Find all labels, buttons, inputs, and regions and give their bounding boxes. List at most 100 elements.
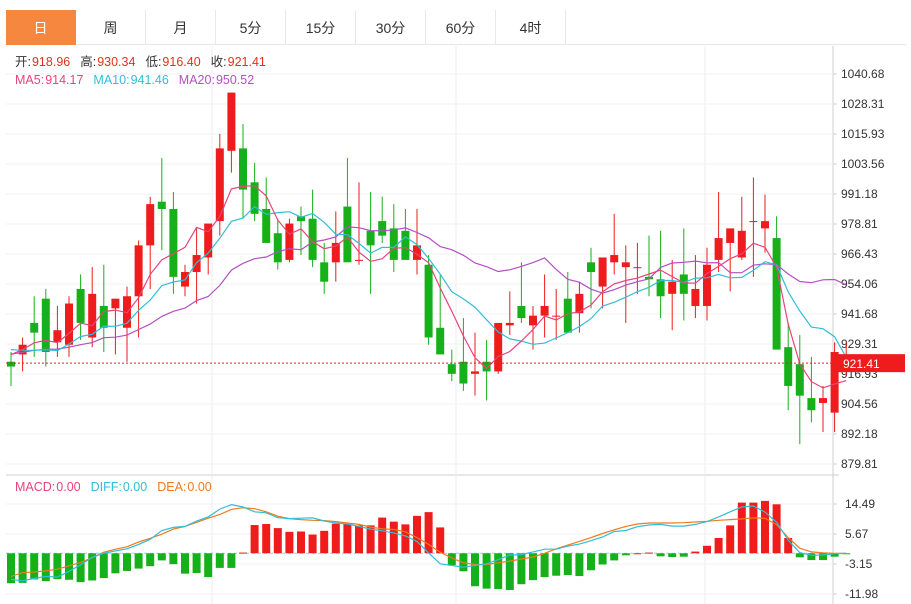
candle-body: [505, 322, 514, 326]
candle-body: [53, 330, 62, 343]
macd-bar: [204, 553, 213, 578]
macd-bar: [343, 523, 352, 554]
candle-body: [494, 322, 503, 372]
macd-bar: [227, 553, 236, 568]
macd-bar: [830, 553, 839, 557]
candle-body: [668, 281, 677, 294]
tab-6[interactable]: 60分: [426, 10, 496, 45]
macd-tick-label: 14.49: [845, 497, 875, 511]
candle-body: [285, 223, 294, 260]
macd-info-label: DEA:: [157, 480, 186, 494]
ma-value: 941.46: [131, 73, 169, 87]
tab-2[interactable]: 月: [146, 10, 216, 45]
candle-body: [761, 221, 769, 229]
macd-bar: [471, 553, 479, 587]
macd-bar: [726, 525, 735, 554]
macd-bar: [598, 553, 607, 565]
tab-7[interactable]: 4时: [496, 10, 566, 45]
candle-body: [795, 364, 804, 396]
price-tick-label: 929.31: [841, 337, 878, 351]
candle-body: [424, 264, 433, 338]
macd-bar: [807, 553, 816, 561]
candle-body: [679, 274, 688, 294]
macd-info-value: 0.00: [123, 480, 147, 494]
macd-bar: [41, 553, 50, 582]
candle-body: [366, 230, 375, 246]
macd-bar: [320, 530, 329, 554]
candle-body: [239, 148, 247, 190]
candle-body: [540, 305, 549, 316]
tab-4[interactable]: 15分: [286, 10, 356, 45]
current-price-tag: [837, 354, 905, 373]
candle-body: [378, 221, 387, 236]
price-tick-label: 941.68: [841, 307, 878, 321]
candle-body: [459, 361, 468, 384]
macd-bar: [76, 553, 85, 583]
macd-bar: [552, 553, 561, 576]
macd-bar: [494, 553, 503, 589]
macd-bar: [7, 553, 15, 584]
candle-body: [297, 216, 305, 222]
candle-body: [204, 223, 213, 258]
macd-bar: [714, 537, 723, 554]
price-tick-label: 954.06: [841, 277, 878, 291]
candle-body: [714, 238, 723, 260]
macd-bar: [575, 553, 584, 577]
ma-value: 914.17: [45, 73, 83, 87]
candle-body: [65, 303, 73, 345]
candle-body: [737, 230, 746, 258]
candle-body: [320, 262, 329, 282]
candle-body: [610, 255, 619, 263]
candle-body: [749, 221, 758, 223]
macd-bar: [285, 531, 294, 554]
price-tick-label: 1040.68: [841, 67, 885, 81]
macd-bar: [215, 553, 224, 568]
macd-bar: [65, 553, 73, 580]
price-tick-label: 892.18: [841, 427, 878, 441]
candle-body: [575, 293, 584, 314]
macd-bar: [645, 552, 653, 554]
period-tabs: 日周月 5分 15分 30分 60分 4时: [6, 10, 906, 45]
candle-body: [621, 262, 630, 268]
macd-bar: [169, 553, 178, 565]
macd-bar: [413, 515, 421, 554]
tab-0[interactable]: 日: [6, 10, 76, 45]
current-price-label: 921.41: [843, 357, 880, 371]
macd-bar: [111, 553, 120, 574]
macd-bar: [621, 553, 630, 556]
macd-bar: [146, 553, 155, 567]
candle-body: [656, 279, 665, 297]
candle-body: [215, 148, 224, 222]
candle-body: [552, 315, 561, 317]
macd-bar: [401, 524, 410, 554]
ma-label: MA10:: [93, 73, 129, 87]
price-tick-label: 1028.31: [841, 97, 885, 111]
macd-bar: [436, 527, 445, 554]
macd-bar: [30, 553, 39, 580]
macd-bar: [737, 502, 746, 554]
macd-bar: [691, 551, 700, 554]
candle-body: [76, 288, 85, 323]
macd-bar: [529, 553, 537, 581]
candle-body: [273, 233, 282, 263]
candle-body: [134, 245, 143, 297]
ohlc-label: 低:: [145, 55, 161, 69]
macd-bar: [749, 502, 758, 554]
price-tick-label: 904.56: [841, 397, 878, 411]
macd-bar: [587, 553, 595, 571]
macd-bar: [53, 553, 62, 580]
ohlc-value: 930.34: [97, 55, 135, 69]
ohlc-value: 916.40: [162, 55, 200, 69]
macd-tick-label: -3.15: [845, 557, 873, 571]
ohlc-value: 921.41: [228, 55, 266, 69]
tab-5[interactable]: 30分: [356, 10, 426, 45]
candle-body: [308, 218, 317, 260]
candle-body: [413, 245, 421, 260]
candle-body: [703, 264, 711, 306]
tab-3[interactable]: 5分: [216, 10, 286, 45]
tab-1[interactable]: 周: [76, 10, 146, 45]
candle-body: [633, 267, 642, 269]
ma5-line: [10, 185, 847, 389]
macd-bar: [656, 553, 665, 557]
macd-bar: [679, 553, 688, 557]
